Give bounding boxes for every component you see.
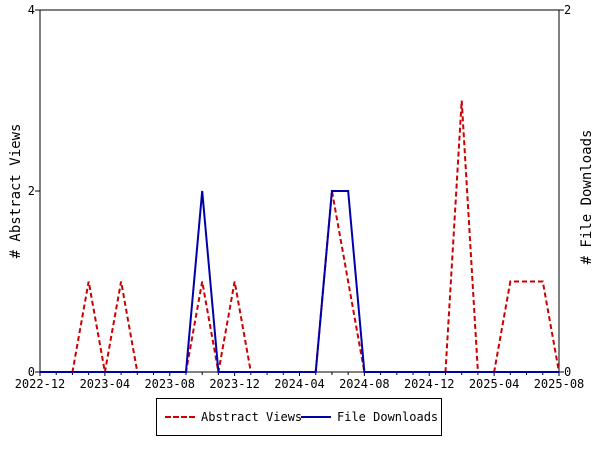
right-y-tick-2: 2 bbox=[564, 3, 571, 17]
legend-label-file-downloads: File Downloads bbox=[337, 410, 439, 424]
legend-solid-line-swatch bbox=[301, 416, 331, 418]
left-y-axis-label: # Abstract Views bbox=[8, 124, 24, 259]
legend-item-abstract-views: Abstract Views bbox=[165, 410, 302, 424]
right-y-tick-0: 0 bbox=[564, 365, 571, 379]
left-y-tick-4: 4 bbox=[28, 3, 35, 17]
plot-area bbox=[39, 9, 560, 373]
series-line-file-downloads bbox=[40, 190, 559, 373]
x-tick-label: 2025-04 bbox=[469, 377, 520, 391]
x-tick-label: 2024-04 bbox=[274, 377, 325, 391]
x-tick-label: 2023-04 bbox=[80, 377, 131, 391]
series-layer bbox=[40, 100, 560, 373]
legend-label-abstract-views: Abstract Views bbox=[201, 410, 303, 424]
left-y-tick-0: 0 bbox=[28, 365, 35, 379]
legend: Abstract Views File Downloads bbox=[156, 398, 442, 436]
x-tick-labels: 2022-12 2023-04 2023-08 2023-12 2024-04 2024-… bbox=[15, 377, 585, 391]
right-y-axis-label: # File Downloads bbox=[579, 130, 595, 265]
x-tick-label: 2024-08 bbox=[339, 377, 390, 391]
x-tick-label: 2024-12 bbox=[404, 377, 455, 391]
x-tick-label: 2023-12 bbox=[209, 377, 260, 391]
x-tick-label: 2022-12 bbox=[15, 377, 66, 391]
legend-item-file-downloads: File Downloads bbox=[301, 410, 438, 424]
left-y-tick-2: 2 bbox=[28, 184, 35, 198]
legend-dashed-line-swatch bbox=[165, 416, 195, 418]
x-tick-label: 2025-08 bbox=[534, 377, 585, 391]
x-tick-label: 2023-08 bbox=[144, 377, 195, 391]
